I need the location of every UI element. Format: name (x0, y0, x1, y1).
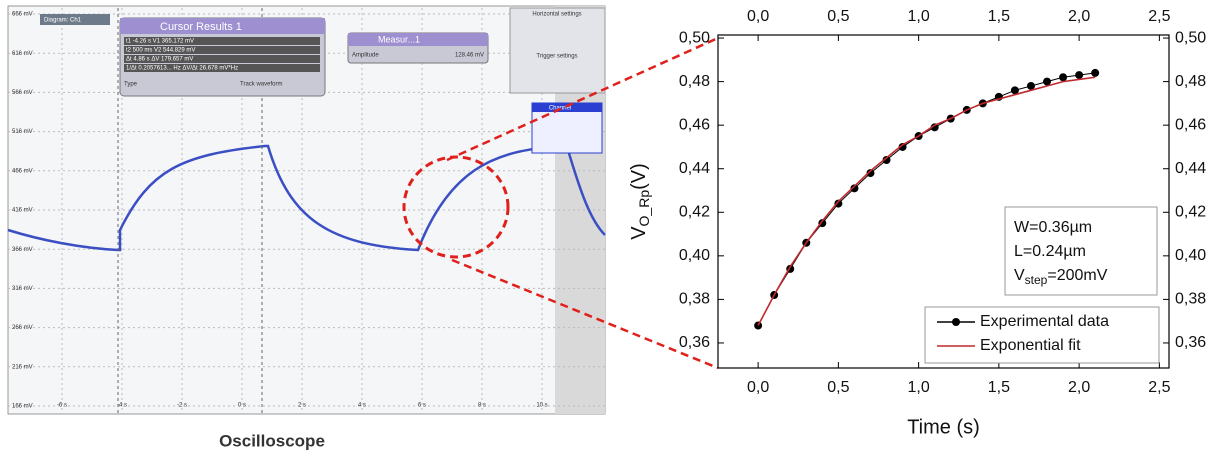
x-tick-label: 2,0 (1068, 379, 1090, 396)
legend-marker (952, 318, 960, 326)
y-tick-label-right: 0,50 (1175, 29, 1206, 46)
measure-value: 128.46 mV (455, 53, 484, 59)
x-tick-label-top: 1,5 (988, 8, 1010, 25)
annotation-main: V (1014, 267, 1025, 284)
cursor-row: t2 500 ms V2 544.829 mV (126, 48, 195, 54)
data-point (1059, 73, 1067, 81)
annotation: W=0.36µm (1014, 219, 1092, 236)
annotation-suffix: =200mV (1047, 267, 1107, 284)
y-tick-label: 0,46 (679, 116, 710, 133)
x-axis-title: Time (s) (907, 416, 980, 438)
scope-x-label: 6 s (418, 403, 426, 409)
measure-title: Measur...1 (378, 34, 420, 44)
scope-y-label: 616 mV (12, 51, 33, 57)
y-tick-label-right: 0,40 (1175, 247, 1206, 264)
annotation: L=0.24µm (1014, 243, 1086, 260)
y-tick-label: 0,42 (679, 203, 710, 220)
y-axis-title: VO_Rp(V) (628, 163, 651, 240)
scope-y-label: 216 mV (12, 364, 33, 370)
scope-x-label: 10 s (536, 403, 547, 409)
plot: 0,0 0,0 0,5 0,5 1,0 1,0 1,5 1,5 2,0 2,0 2,5 2,5 0,36… (628, 8, 1206, 438)
caption: Oscilloscope (219, 431, 325, 450)
annotation-sub: step (1025, 273, 1048, 287)
y-tick-label: 0,38 (679, 291, 710, 308)
figure: 666 mV 616 mV 566 mV 516 mV 466 mV 416 mV 366 … (0, 0, 1218, 457)
panel-title: Cursor Results 1 (160, 21, 242, 33)
scope-y-label: 166 mV (12, 404, 33, 410)
trigger-title: Trigger settings (536, 54, 577, 60)
y-tick-label: 0,44 (679, 160, 710, 177)
y-axis-title-sub: O_Rp (636, 190, 652, 227)
track-label: Track waveform (240, 82, 282, 88)
cursor-row: t1 -4.26 s V1 365.172 mV (126, 39, 194, 45)
scope-y-label: 466 mV (12, 168, 33, 174)
settings-panel (510, 8, 605, 93)
data-point (1091, 69, 1099, 77)
x-tick-label: 0,0 (747, 379, 769, 396)
x-tick-label: 0,5 (827, 379, 849, 396)
y-tick-label: 0,48 (679, 73, 710, 90)
x-tick-label: 2,5 (1148, 379, 1170, 396)
cursor-row: Δt 4.86 s ΔV 179.657 mV (126, 57, 193, 63)
data-point (1075, 71, 1083, 79)
legend-label: Experimental data (980, 313, 1109, 330)
scope-x-label: 2 s (298, 403, 306, 409)
diagram-label: Diagram: Ch1 (44, 18, 82, 24)
scope-y-label: 566 mV (12, 90, 33, 96)
scope-y-label: 416 mV (12, 208, 33, 214)
scope-y-label: 266 mV (12, 325, 33, 331)
x-tick-label: 1,5 (988, 379, 1010, 396)
x-tick-label: 1,0 (907, 379, 929, 396)
y-tick-label: 0,50 (679, 29, 710, 46)
horizontal-title: Horizontal settings (532, 12, 581, 18)
y-tick-label-right: 0,38 (1175, 291, 1206, 308)
scope-y-label: 366 mV (12, 247, 33, 253)
scope-x-label: -2 s (177, 403, 187, 409)
y-tick-label: 0,36 (679, 334, 710, 351)
measure-name: Amplitude (352, 53, 379, 59)
y-tick-label-right: 0,48 (1175, 73, 1206, 90)
x-tick-label-top: 0,5 (827, 8, 849, 25)
x-tick-label-top: 2,5 (1148, 8, 1170, 25)
x-tick-label-top: 1,0 (907, 8, 929, 25)
scope-x-label: 4 s (358, 403, 366, 409)
y-axis-title-main: V (628, 226, 650, 240)
y-tick-label-right: 0,42 (1175, 203, 1206, 220)
x-tick-label-top: 0,0 (747, 8, 769, 25)
scope-x-label: -6 s (57, 403, 67, 409)
legend-label: Exponential fit (980, 337, 1081, 354)
y-tick-label-right: 0,44 (1175, 160, 1206, 177)
oscilloscope: 666 mV 616 mV 566 mV 516 mV 466 mV 416 mV 366 … (8, 6, 605, 450)
scope-x-label: 8 s (478, 403, 486, 409)
scope-y-label: 316 mV (12, 286, 33, 292)
scope-y-label: 516 mV (12, 129, 33, 135)
cursor-row: 1/Δt 0.2057613... Hz ΔV/Δt 26.678 mV*Hz (126, 66, 238, 72)
type-label: Type (124, 82, 138, 88)
scope-x-label: 0 s (238, 403, 246, 409)
x-tick-label-top: 2,0 (1068, 8, 1090, 25)
y-tick-label-right: 0,36 (1175, 334, 1206, 351)
y-tick-label-right: 0,46 (1175, 116, 1206, 133)
y-axis-title-suffix: (V) (628, 163, 650, 190)
scope-y-label: 666 mV (12, 12, 33, 18)
y-tick-label: 0,40 (679, 247, 710, 264)
